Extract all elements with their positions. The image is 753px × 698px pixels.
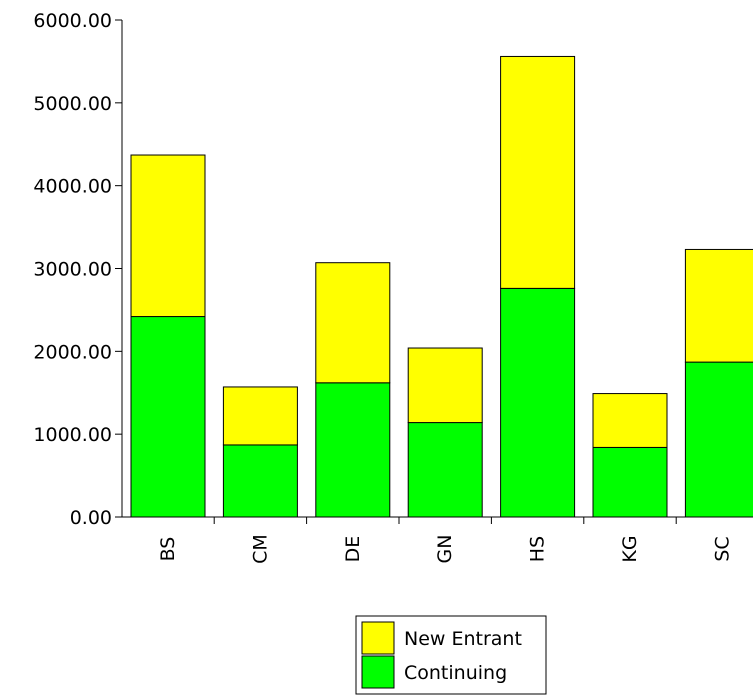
- y-tick-label: 5000.00: [33, 93, 112, 115]
- bar-new-entrant-de: [315, 262, 391, 384]
- x-tick-label-cm: CM: [249, 534, 271, 564]
- legend-label-continuing: Continuing: [404, 662, 507, 684]
- bar-new-entrant-bs: [130, 154, 206, 318]
- bar-new-entrant-hs: [500, 55, 576, 289]
- x-tick-label-gn: GN: [434, 535, 456, 564]
- axes-layer: 0.00 1000.00 2000.00 3000.00 4000.00 5000.00 6…: [33, 10, 753, 564]
- legend-swatch-new-entrant: [361, 621, 395, 655]
- y-tick-label: 2000.00: [33, 341, 112, 363]
- bar-new-entrant-sc: [684, 248, 753, 363]
- bar-continuing-cm: [222, 444, 298, 518]
- x-tick-label-bs: BS: [157, 537, 179, 562]
- bars-layer: [130, 55, 753, 518]
- bar-continuing-gn: [407, 422, 483, 518]
- x-tick-label-kg: KG: [619, 535, 641, 562]
- y-tick-label: 4000.00: [33, 176, 112, 198]
- bar-new-entrant-kg: [592, 393, 668, 448]
- y-tick-label: 3000.00: [33, 259, 112, 281]
- bar-new-entrant-gn: [407, 347, 483, 424]
- bar-continuing-de: [315, 382, 391, 518]
- y-tick-label: 6000.00: [33, 10, 112, 32]
- bar-continuing-hs: [500, 287, 576, 518]
- x-tick-label-sc: SC: [711, 536, 733, 561]
- legend-swatch-continuing: [361, 655, 395, 689]
- legend: New Entrant Continuing: [355, 615, 547, 695]
- bar-continuing-bs: [130, 316, 206, 518]
- legend-label-new-entrant: New Entrant: [404, 628, 522, 650]
- y-tick-label: 0.00: [70, 507, 112, 529]
- bar-continuing-sc: [684, 361, 753, 518]
- x-tick-label-hs: HS: [527, 536, 549, 562]
- bar-new-entrant-cm: [222, 386, 298, 446]
- bar-continuing-kg: [592, 446, 668, 518]
- x-tick-label-de: DE: [342, 536, 364, 563]
- y-tick-label: 1000.00: [33, 424, 112, 446]
